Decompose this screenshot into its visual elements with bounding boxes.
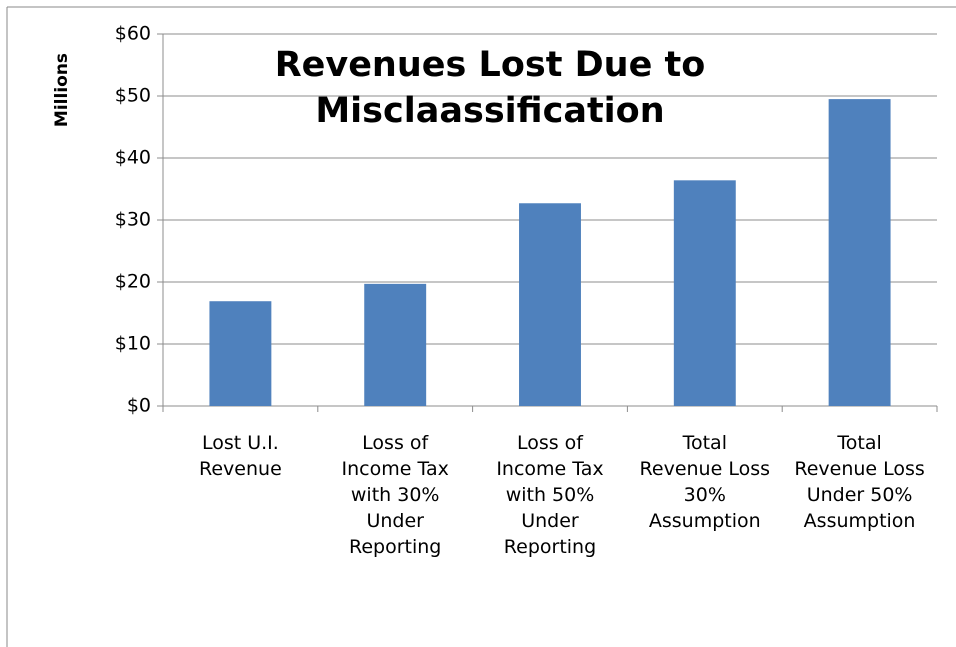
y-tick-label: $50 xyxy=(115,85,151,107)
y-tick-label: $60 xyxy=(115,23,151,45)
x-tick-label: Loss of Income Tax with 50% Under Report… xyxy=(496,432,604,558)
y-tick-label: $30 xyxy=(115,209,151,231)
bar xyxy=(364,283,427,406)
chart-title: Revenues Lost Due to Misclaassification xyxy=(274,45,706,131)
y-tick-label: $20 xyxy=(115,271,151,293)
y-tick-label: $0 xyxy=(127,395,151,417)
x-tick-label: Lost U.I. Revenue xyxy=(199,432,282,480)
y-axis-label: Millions xyxy=(52,53,72,127)
bar xyxy=(209,301,272,406)
x-tick-label: Total Revenue Loss Under 50% Assumption xyxy=(794,432,925,532)
x-tick-label: Total Revenue Loss 30% Assumption xyxy=(639,432,771,532)
bar xyxy=(828,99,891,406)
bar xyxy=(519,203,581,406)
y-tick-label: $40 xyxy=(115,147,151,169)
x-tick-label: Loss of Income Tax with 30% Under Report… xyxy=(341,432,449,558)
y-tick-label: $10 xyxy=(115,333,151,355)
bar xyxy=(673,180,736,406)
